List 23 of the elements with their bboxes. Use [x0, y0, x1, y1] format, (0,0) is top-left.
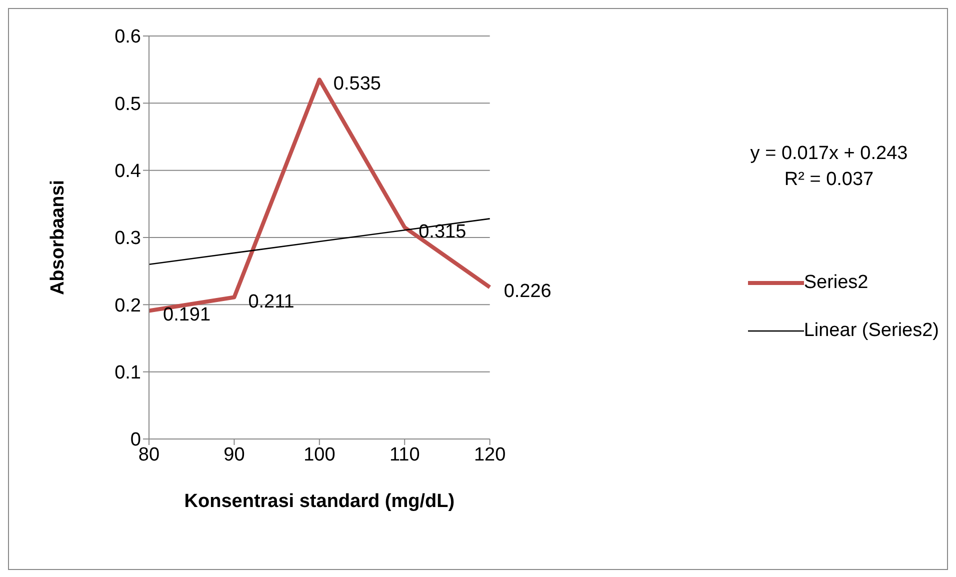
- data-label: 0.315: [418, 221, 466, 242]
- x-tick-label: 120: [474, 444, 506, 466]
- x-tick-label: 90: [224, 444, 245, 466]
- data-label: 0.226: [504, 281, 552, 302]
- x-axis-title: Konsentrasi standard (mg/dL): [184, 491, 455, 512]
- data-label: 0.211: [248, 291, 294, 312]
- text: R² = 0.037: [783, 168, 875, 192]
- y-tick-label: 0.6: [114, 26, 141, 48]
- legend-label: Linear (Series2): [804, 320, 939, 342]
- y-tick-label: 0.4: [114, 161, 142, 182]
- y-tick-label: 0.3: [114, 228, 141, 250]
- y-axis-title: Absorbaansi: [48, 180, 69, 296]
- y-tick-label: 0.1: [114, 362, 141, 384]
- data-label: 0.191: [163, 304, 211, 326]
- y-tick-label: 0.2: [114, 295, 141, 316]
- y-tick-label: 0.5: [114, 94, 141, 115]
- text: y = 0.017x + 0.243: [749, 142, 909, 166]
- y-tick-label: 0: [130, 430, 141, 451]
- x-tick-label: 110: [389, 444, 420, 466]
- legend-label: Series2: [804, 272, 868, 294]
- x-tick-label: 100: [304, 444, 336, 466]
- x-tick-label: 80: [138, 444, 160, 466]
- data-label: 0.535: [333, 74, 381, 95]
